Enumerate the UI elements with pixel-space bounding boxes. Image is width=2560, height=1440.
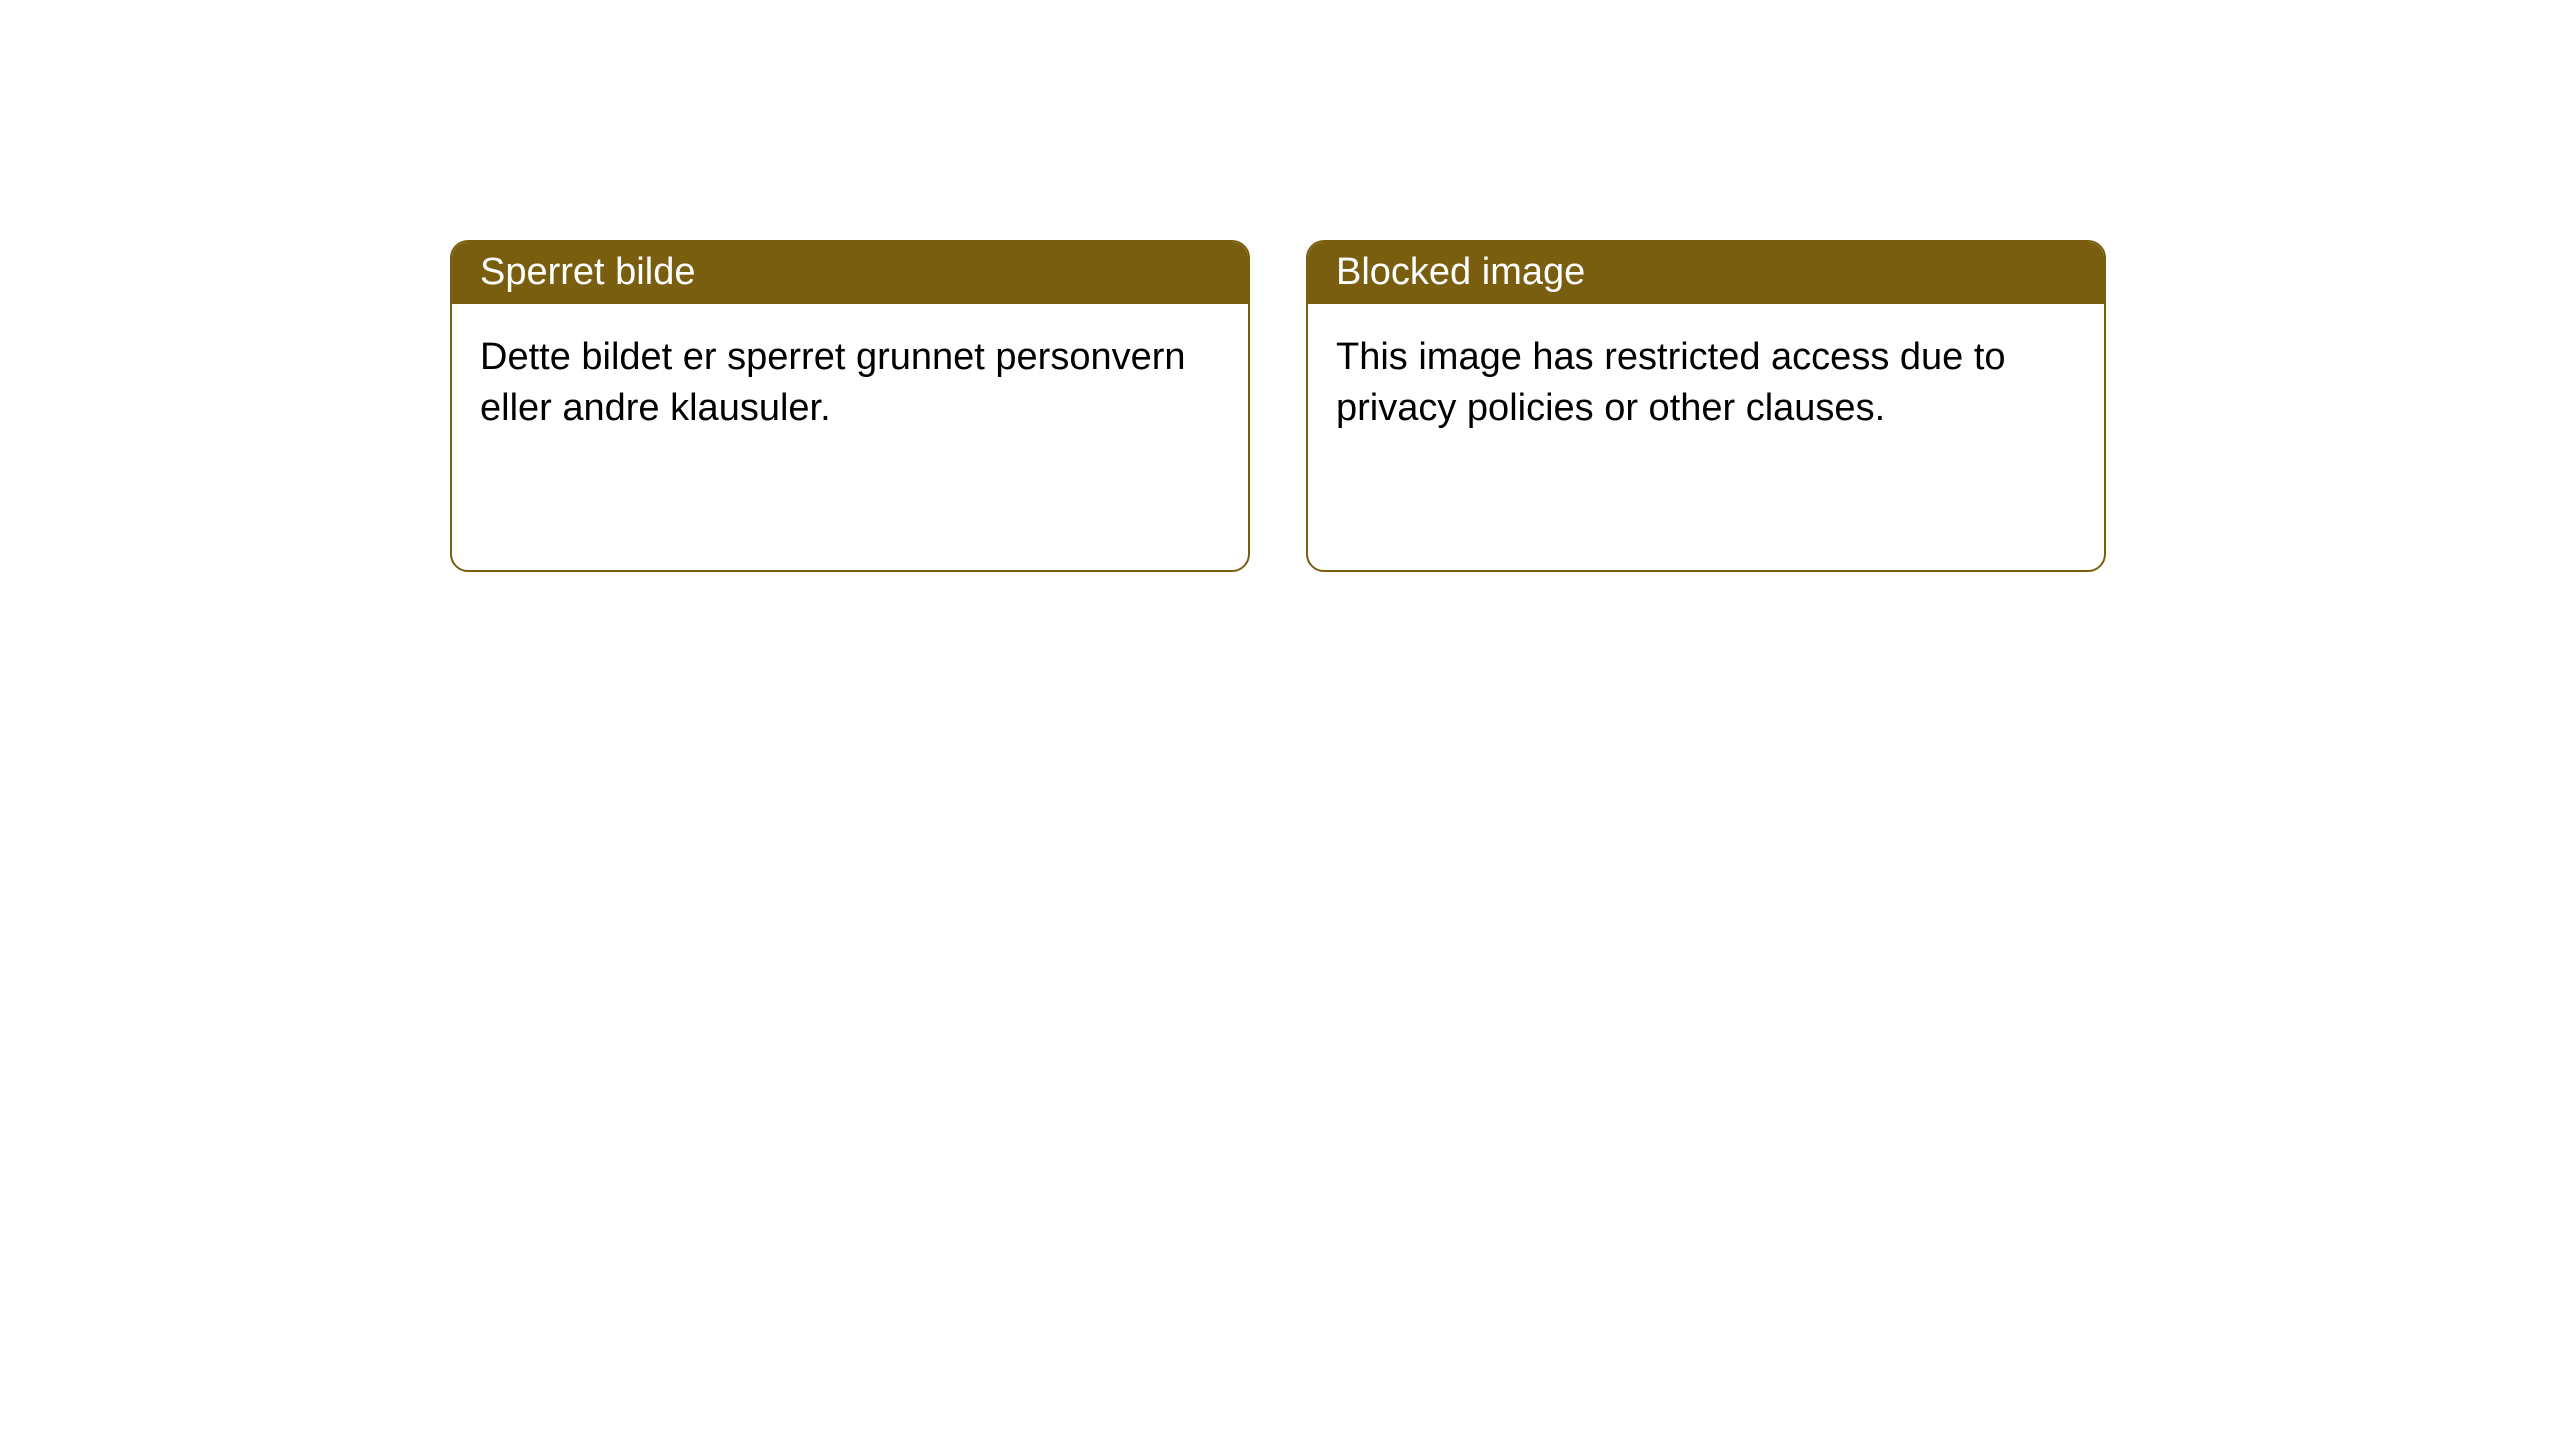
card-body-english: This image has restricted access due to … (1308, 304, 2104, 463)
notice-container: Sperret bilde Dette bildet er sperret gr… (0, 0, 2560, 572)
blocked-image-card-norwegian: Sperret bilde Dette bildet er sperret gr… (450, 240, 1250, 572)
card-header-english: Blocked image (1308, 242, 2104, 304)
card-body-norwegian: Dette bildet er sperret grunnet personve… (452, 304, 1248, 463)
blocked-image-card-english: Blocked image This image has restricted … (1306, 240, 2106, 572)
card-header-norwegian: Sperret bilde (452, 242, 1248, 304)
